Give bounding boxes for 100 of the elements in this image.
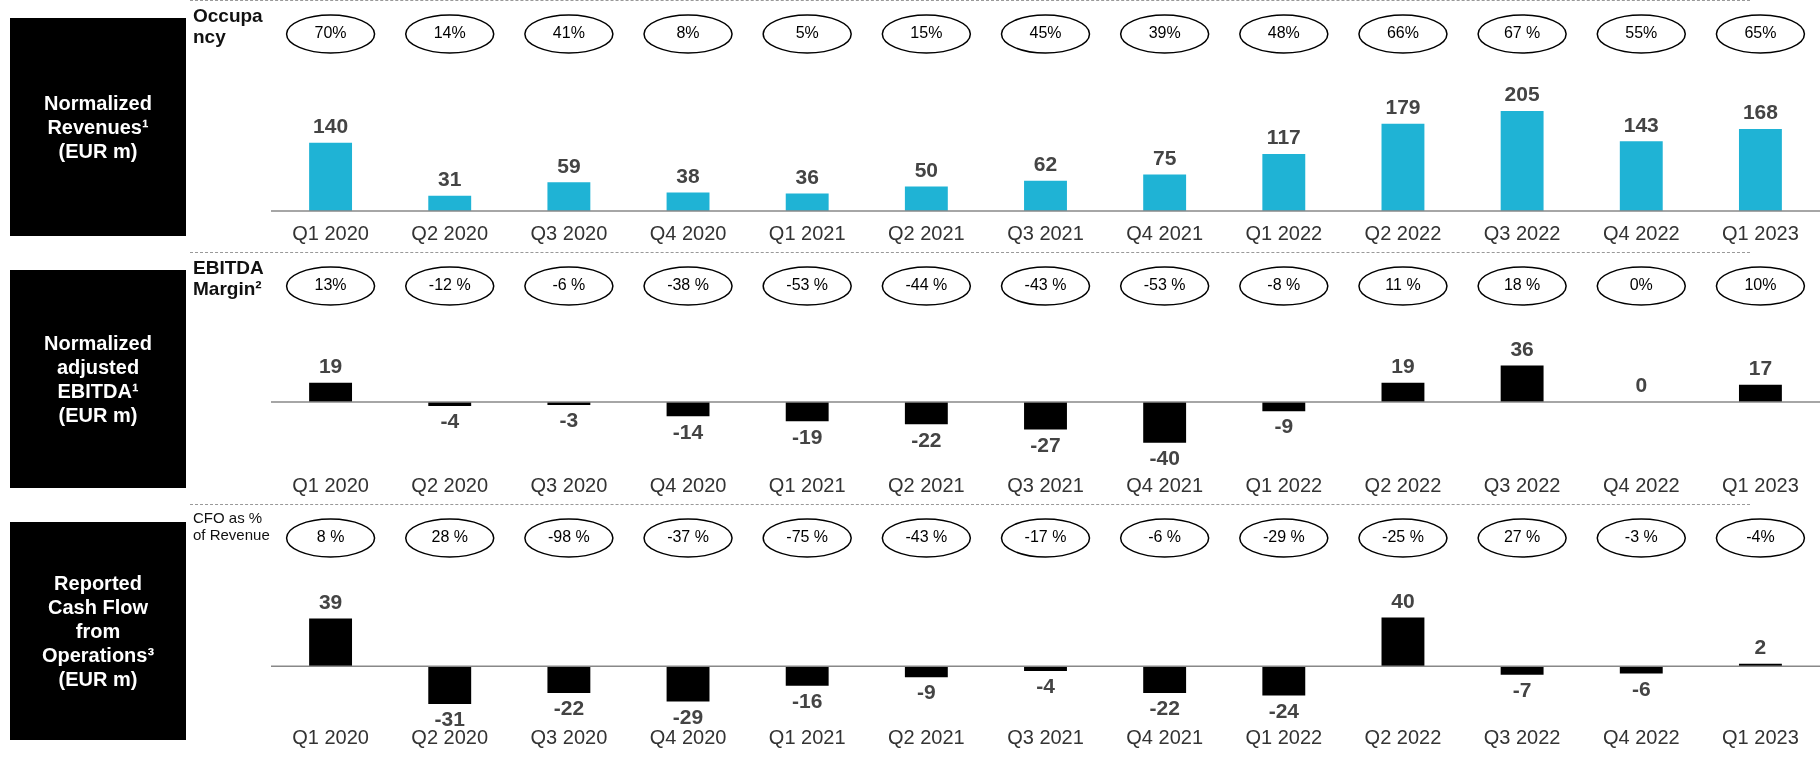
y-axis-title: Reported Cash Flow from Operations³ (EUR m) [10,522,186,740]
x-tick-label: Q3 2022 [1483,473,1561,496]
bar [1381,382,1425,402]
bar [1619,666,1663,674]
text: 14% [433,24,466,42]
x-tick-label: Q2 2020 [411,221,489,244]
x-tick-label: Q3 2020 [530,221,608,244]
text: -3 % [1624,528,1658,546]
data-label: 40 [1391,588,1415,612]
bar [904,186,948,211]
x-tick-label: Q1 2022 [1245,725,1323,748]
bar [666,192,710,211]
x-tick-label: Q4 2020 [649,221,727,244]
bar [1500,666,1544,675]
y-axis-title: Normalized adjusted EBITDA¹ (EUR m) [10,270,186,488]
data-label: -40 [1149,445,1180,469]
x-tick-label: Q3 2021 [1007,473,1084,496]
bar [1024,180,1067,211]
bar [1500,110,1544,211]
data-label: 179 [1385,94,1421,118]
chart-subtitle: Occupancy [193,5,264,48]
data-label: 38 [676,163,701,187]
bar [904,666,948,678]
bar [309,142,353,211]
data-label: 205 [1504,82,1540,106]
text: -17 % [1024,528,1067,546]
text: -25 % [1382,528,1424,546]
text: 39% [1148,24,1181,42]
data-label: -9 [1274,414,1294,438]
chart-subtitle: CFO as % of Revenue [193,509,271,543]
bar [1024,402,1067,430]
text: 0% [1629,276,1653,294]
data-label: 143 [1623,112,1659,136]
text: 11 % [1385,276,1421,294]
text: -4% [1746,528,1775,546]
chart-subtitle: EBITDA Margin² [193,257,265,300]
text: 27 % [1503,528,1541,546]
data-label: -16 [792,689,823,713]
data-label: 50 [914,157,939,181]
x-tick-label: Q1 2022 [1245,221,1323,244]
text: -43 % [1024,276,1067,294]
x-tick-label: Q1 2020 [292,725,369,748]
bar [1738,384,1782,402]
x-tick-label: Q4 2020 [649,473,727,496]
x-tick-label: Q1 2021 [768,221,846,244]
bar [1143,666,1187,694]
x-tick-label: Q3 2022 [1483,725,1561,748]
text: -6 % [552,276,586,294]
data-label: -4 [1036,674,1056,698]
bar [1619,141,1663,211]
text: -38 % [667,276,709,294]
text: -44 % [905,276,948,294]
text: -12 % [428,276,471,294]
text: -75 % [786,528,829,546]
text: 8% [676,24,700,42]
bar [1143,174,1187,211]
data-label: -22 [553,696,585,720]
x-tick-label: Q4 2021 [1126,473,1204,496]
data-label: -22 [1149,696,1180,720]
text: 70% [314,24,347,42]
text: -29 % [1262,528,1305,546]
data-label: 0 [1635,373,1648,397]
text: 28 % [431,528,468,546]
x-tick-label: Q4 2022 [1602,473,1680,496]
text: 67 % [1503,24,1541,42]
bar [1738,129,1782,211]
data-label: 36 [1510,336,1534,360]
text: -8 % [1267,276,1301,294]
x-tick-label: Q3 2020 [530,725,608,748]
bar [904,402,948,425]
data-label: 39 [318,589,343,613]
data-label: 75 [1152,145,1177,169]
x-tick-label: Q2 2022 [1364,221,1442,244]
x-tick-label: Q4 2021 [1126,725,1204,748]
x-tick-label: Q1 2021 [768,725,846,748]
text: 15% [910,24,943,42]
data-label: 31 [438,167,462,191]
bar [666,666,710,702]
text: -53 % [1143,276,1186,294]
x-tick-label: Q4 2022 [1602,725,1680,748]
text: 66% [1386,24,1419,42]
text: 48% [1267,24,1300,42]
text: 13% [314,276,347,294]
data-label: -4 [440,409,460,433]
data-label: -7 [1512,678,1532,702]
data-label: -3 [559,408,579,432]
x-tick-label: Q2 2022 [1364,725,1442,748]
data-label: 2 [1754,635,1767,659]
data-label: -6 [1631,676,1651,700]
data-label: -14 [672,419,704,443]
data-label: -22 [911,427,942,451]
x-tick-label: Q3 2022 [1483,221,1561,244]
text: -98 % [547,528,590,546]
x-tick-label: Q4 2020 [649,725,727,748]
x-tick-label: Q1 2020 [292,473,369,496]
text: 8 % [316,528,345,546]
text: -53 % [786,276,829,294]
bar [428,195,472,211]
bar [547,666,591,694]
text: 41% [552,24,585,42]
